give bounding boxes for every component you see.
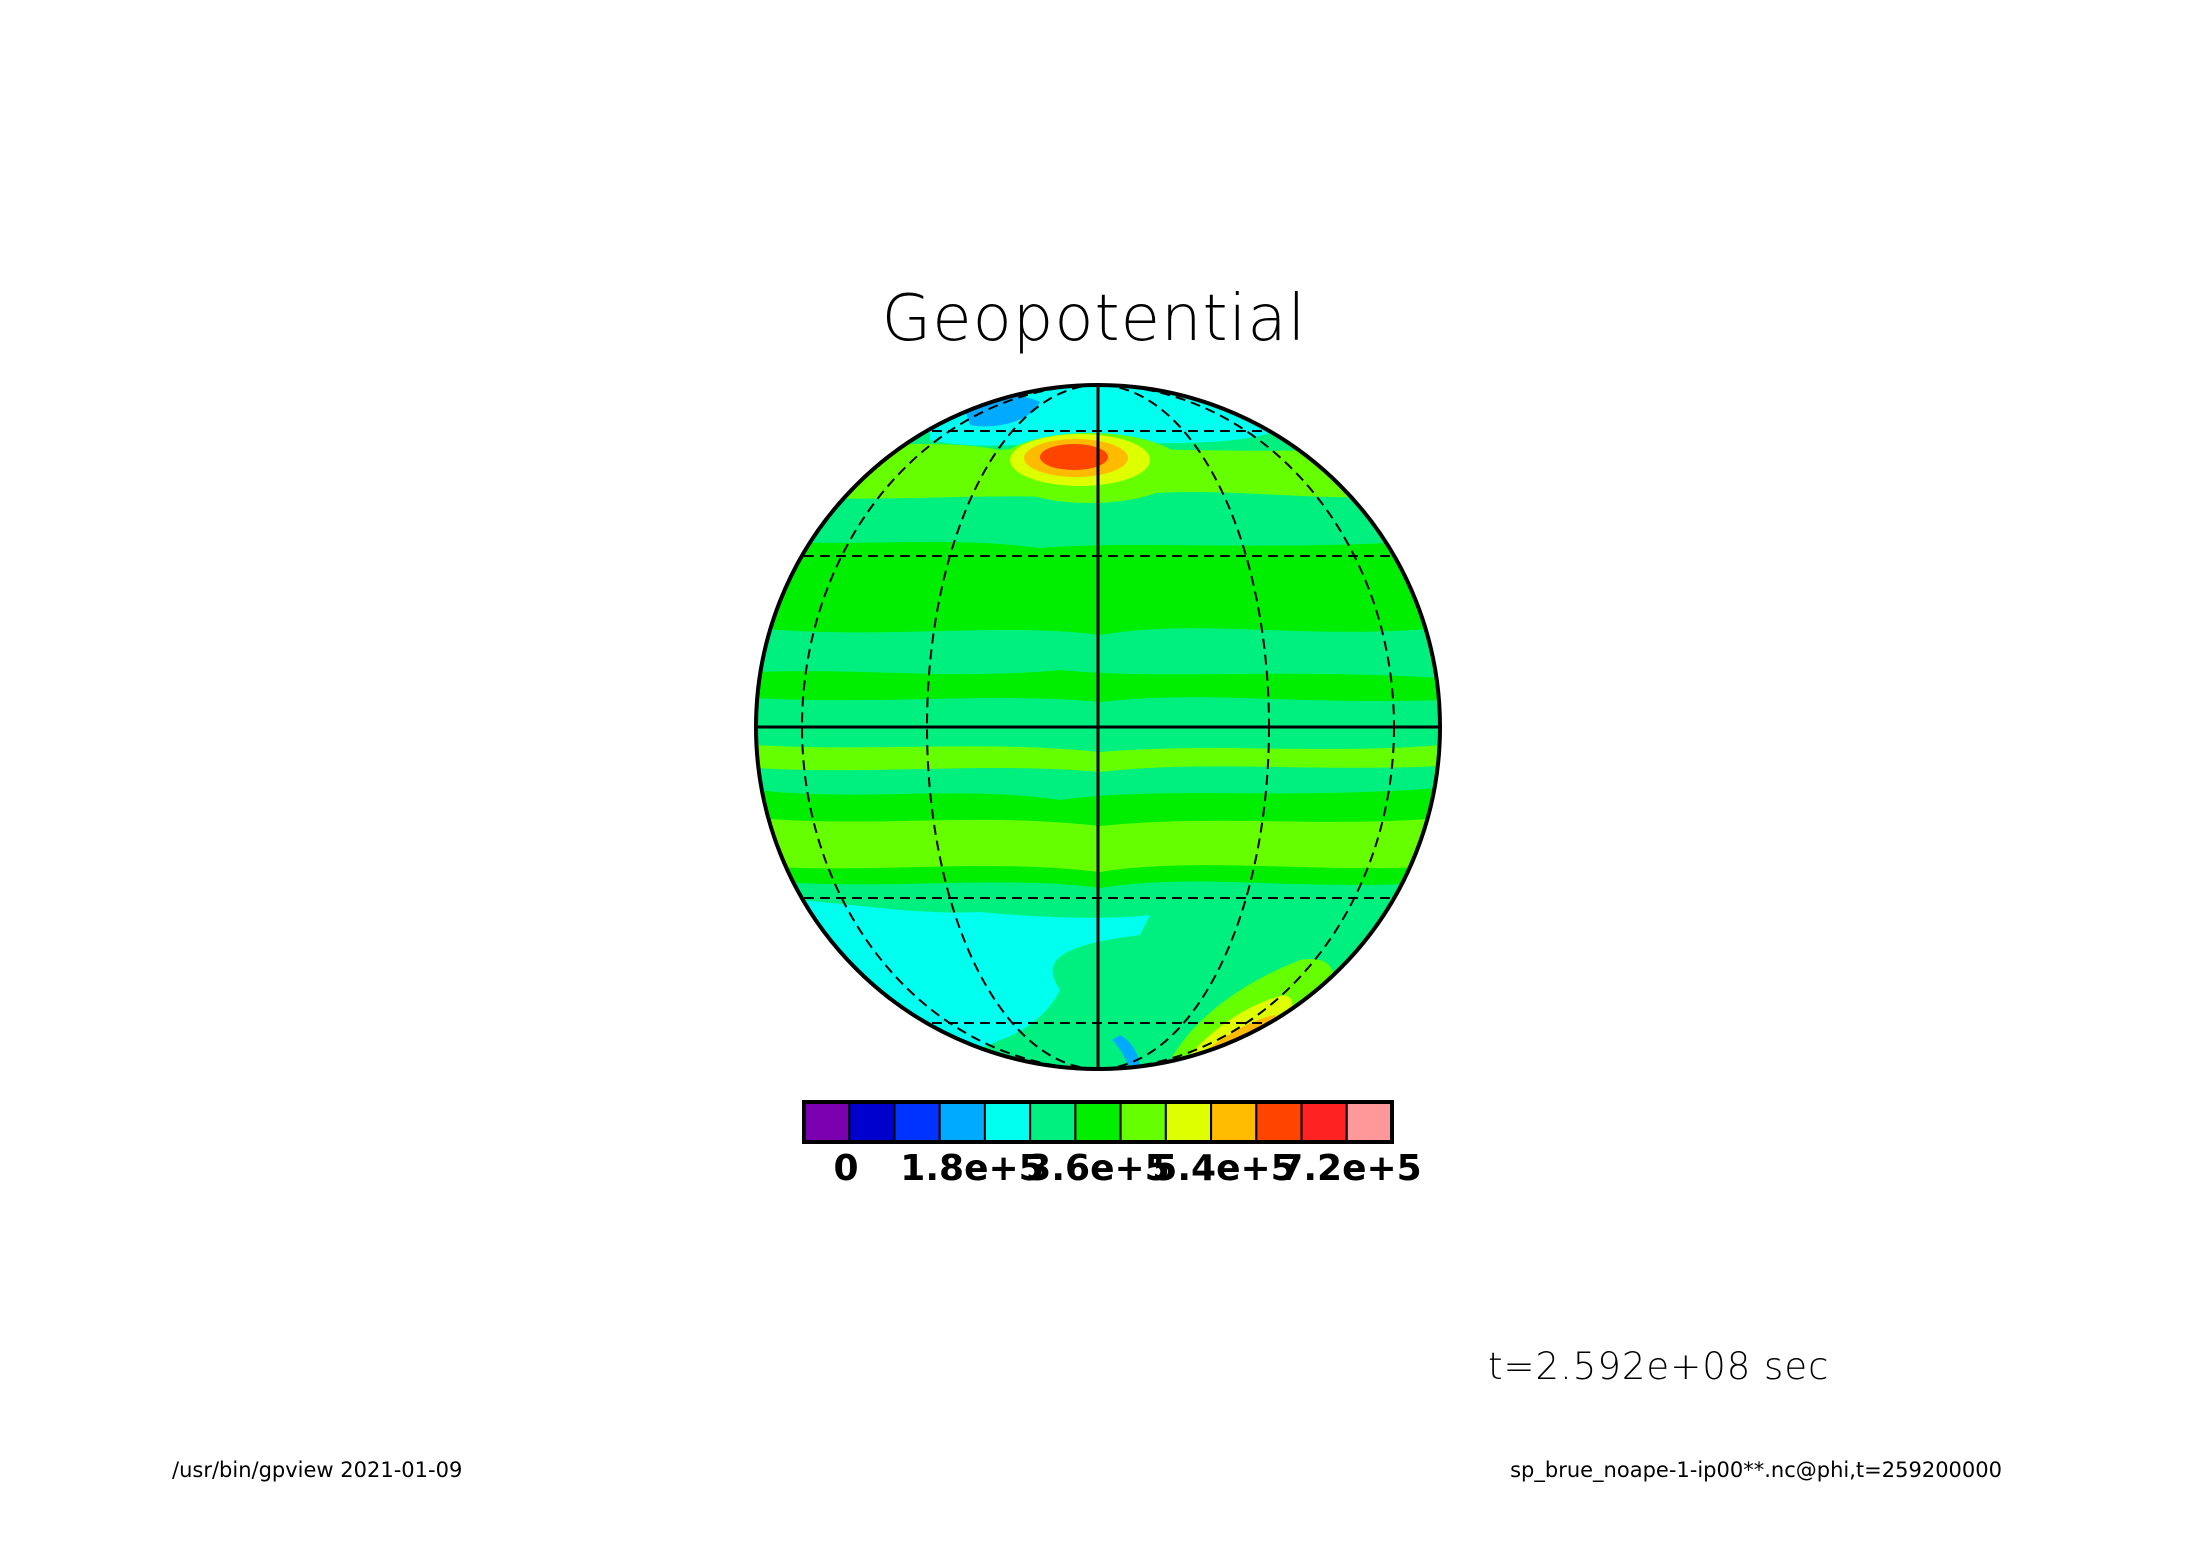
colorbar-swatch <box>1074 1101 1122 1143</box>
colorbar-swatch <box>1345 1101 1394 1143</box>
colorbar-tick-label: 1.8e+5 <box>900 1148 1044 1189</box>
plot-title: Geopotential <box>881 282 1307 356</box>
colorbar-swatch <box>938 1101 986 1143</box>
colorbar-swatch <box>1119 1101 1167 1143</box>
colorbar-swatch <box>1255 1101 1303 1143</box>
time-label: t=2.592e+08 sec <box>1488 1345 1830 1388</box>
colorbar-swatch <box>1210 1101 1258 1143</box>
colorbar <box>802 1100 1394 1144</box>
colorbar-swatch <box>893 1101 941 1143</box>
colorbar-swatch <box>848 1101 896 1143</box>
colorbar-tick-label: 3.6e+5 <box>1026 1148 1170 1189</box>
globe-axes <box>756 385 1440 1069</box>
colorbar-swatch <box>803 1101 851 1143</box>
footer-program-date: /usr/bin/gpview 2021-01-09 <box>172 1458 463 1482</box>
globe-map <box>754 383 1442 1071</box>
colorbar-swatch <box>1029 1101 1077 1143</box>
footer-source-file: sp_brue_noape-1-ip00**.nc@phi,t=25920000… <box>1510 1458 2002 1482</box>
colorbar-swatch <box>1300 1101 1348 1143</box>
colorbar-frame <box>802 1100 1394 1144</box>
colorbar-tick-label: 7.2e+5 <box>1278 1148 1422 1189</box>
colorbar-tick-label: 0 <box>833 1148 859 1189</box>
north-high-4 <box>1040 444 1108 470</box>
south-blue-streak <box>1112 1035 1140 1065</box>
colorbar-swatch <box>983 1101 1032 1143</box>
colorbar-swatch <box>1164 1101 1213 1143</box>
colorbar-tick-label: 5.4e+5 <box>1152 1148 1296 1189</box>
globe-outline <box>754 383 1442 1071</box>
